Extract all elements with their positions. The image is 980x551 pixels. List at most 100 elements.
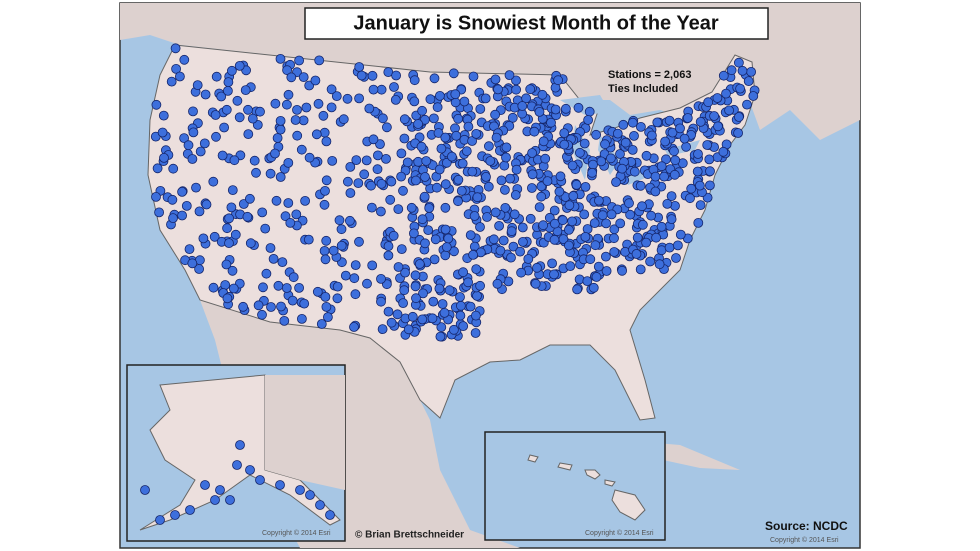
station [635,180,646,191]
station [629,130,639,141]
station [670,155,681,166]
station [428,113,439,124]
station [641,237,651,248]
station [275,124,286,135]
station [381,122,392,133]
station [228,283,239,294]
station [550,104,561,115]
station [294,282,305,293]
station [275,172,286,182]
station [742,99,752,110]
station [567,160,578,171]
station [482,212,492,222]
station [350,260,361,271]
station [580,181,591,192]
station [505,173,516,184]
station [420,172,430,182]
station [572,284,582,295]
station [501,152,511,163]
station [594,195,604,206]
station [311,129,322,140]
hawaii [527,454,646,521]
station [275,54,286,64]
station [734,57,744,68]
station [695,117,706,127]
copyright: Copyright © 2014 Esri [262,529,331,537]
station [656,221,667,232]
station [518,236,528,247]
station [336,224,347,235]
station [354,236,364,247]
station [504,70,515,80]
source: Source: NCDC [765,519,848,533]
station [321,301,332,312]
station [400,267,411,278]
station [168,213,178,224]
station [500,202,511,213]
station [383,306,394,317]
station [733,128,743,138]
title-box [304,7,769,40]
station [423,225,434,236]
station [509,209,520,220]
station [517,222,528,233]
station [342,176,353,187]
station [413,156,424,167]
station [429,73,440,84]
station [591,129,601,140]
ties-note: Ties Included [608,83,678,95]
station [490,109,501,120]
station [359,169,370,180]
station [312,286,323,297]
station [283,89,294,100]
station [199,138,210,149]
station [224,238,234,249]
author: © Brian Brettschneider [355,530,464,541]
station [618,119,629,130]
station [222,223,233,234]
station [238,301,249,312]
station [383,250,394,261]
station [325,510,335,520]
station [158,110,169,121]
station [268,253,279,264]
station [718,70,729,81]
station [530,278,541,289]
station [705,180,715,191]
station [429,254,440,265]
station [208,282,219,293]
station [620,137,631,148]
station [440,202,451,213]
station [650,171,661,182]
station [194,206,205,217]
station [547,258,557,269]
station [585,254,596,265]
station [591,272,602,282]
station [314,55,325,66]
station [391,70,402,81]
station [417,214,428,225]
station [656,161,667,172]
station [542,176,553,187]
station [456,185,467,196]
station [652,117,663,128]
station [327,155,338,166]
station [499,184,510,195]
station [270,148,280,159]
station [230,229,241,240]
station [458,267,469,278]
station [319,245,330,256]
station [170,510,180,520]
station [664,242,675,253]
station [430,234,441,245]
station [612,128,623,139]
station [667,127,678,138]
yukon [265,375,345,490]
station [338,114,349,125]
stations [140,43,760,525]
station [465,301,476,312]
station [425,94,436,105]
station [328,245,339,256]
station [693,217,704,228]
